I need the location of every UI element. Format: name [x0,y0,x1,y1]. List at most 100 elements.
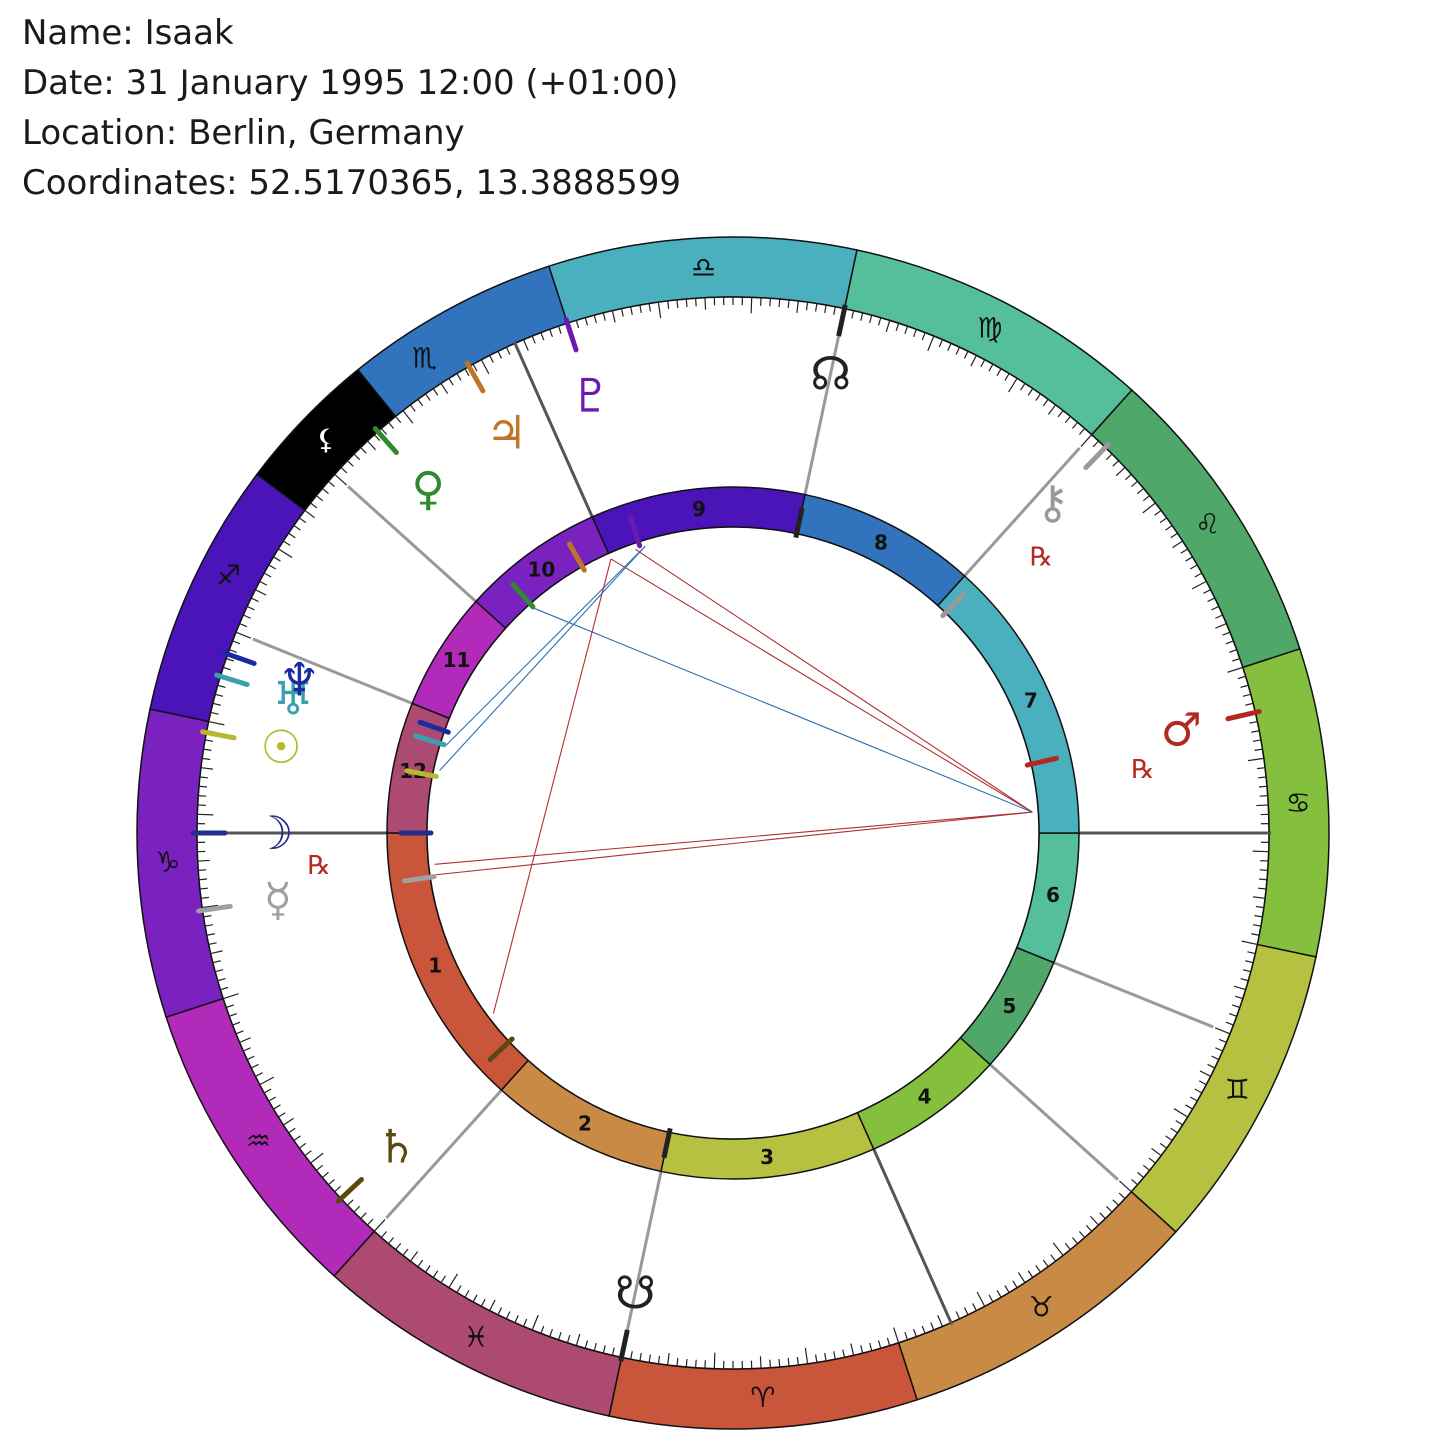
degree-tick [1004,373,1010,381]
degree-tick [1255,905,1264,909]
degree-tick [963,350,969,359]
degree-tick [464,1289,470,1298]
chiron-retrograde-label: ℞ [1030,542,1053,572]
aspect-line [492,558,612,1014]
degree-tick [1240,684,1249,689]
degree-tick [657,1355,661,1364]
degree-tick [1137,488,1144,495]
degree-tick [353,1205,361,1213]
aspect-line [635,548,1033,813]
degree-tick [972,1303,977,1311]
degree-tick [549,329,553,338]
degree-tick [1165,1135,1173,1141]
degree-tick [611,1347,615,1356]
degree-tick [353,453,361,461]
degree-tick [575,1333,581,1346]
degree-tick [996,368,1002,377]
chiron-outer-marker [1083,442,1111,471]
degree-tick [223,993,239,1000]
zodiac-glyph-aries: ♈ [750,1381,775,1414]
degree-tick [1047,404,1057,415]
degree-tick [360,447,367,454]
house-cusp-line-2 [385,1089,503,1219]
degree-tick [239,1037,251,1043]
degree-tick [263,572,272,578]
pluto-inner-marker [627,514,643,549]
house-number-11: 11 [443,648,471,672]
degree-tick [1258,776,1267,779]
degree-tick [804,1347,809,1364]
degree-tick [1027,1270,1034,1278]
house-number-4: 4 [918,1085,932,1109]
degree-tick [937,1315,943,1327]
degree-tick [360,1212,367,1219]
degree-tick [456,373,462,381]
degree-tick [217,977,226,982]
degree-tick [425,1265,431,1273]
degree-tick [1215,623,1227,629]
degree-tick [1232,1004,1240,1009]
degree-tick [1240,977,1249,982]
house-number-3: 3 [760,1145,774,1169]
saturn-icon: ♄ [376,1120,417,1174]
degree-tick [340,467,348,474]
chiron-icon: ⚷ [1036,475,1070,529]
mercury-icon: ☿ [264,872,292,926]
degree-tick [440,383,449,394]
degree-tick [299,517,307,524]
degree-tick [464,368,470,377]
degree-tick [1256,804,1269,807]
degree-tick [704,297,707,310]
degree-tick [988,363,994,372]
degree-tick [235,631,252,639]
south-node-icon: ☋ [615,1266,656,1320]
degree-tick [409,1251,419,1262]
degree-tick [980,359,986,368]
degree-tick [523,1318,528,1327]
degree-tick [440,1275,446,1283]
degree-tick [1194,572,1203,578]
degree-tick [198,878,208,881]
degree-tick [1191,580,1207,590]
degree-tick [1253,896,1266,899]
degree-tick [497,350,503,359]
house-number-5: 5 [1003,994,1017,1018]
coordinates-line: Coordinates: 52.5170365, 13.3888599 [22,163,681,203]
degree-tick [1254,915,1263,918]
degree-tick [1142,502,1156,514]
zodiac-glyph-virgo: ♍ [977,312,1002,345]
degree-tick [1170,532,1178,539]
degree-tick [243,1047,251,1052]
degree-tick [540,1325,545,1334]
degree-tick [215,969,224,973]
aspect-line [445,545,646,746]
aspect-area [426,526,1040,1140]
degree-tick [395,416,402,424]
degree-tick [263,1088,272,1094]
degree-tick [316,1164,324,1171]
degree-tick [1251,730,1260,733]
house-number-8: 8 [874,531,888,555]
degree-tick [220,986,229,991]
degree-tick [489,355,494,363]
degree-tick [250,1063,259,1069]
lilith-icon: ⚸ [316,423,337,456]
venus-inner-marker [510,581,536,610]
degree-tick [373,1219,386,1232]
degree-tick [593,315,597,324]
degree-tick [1242,969,1251,973]
degree-tick [1233,985,1246,991]
degree-tick [229,1013,238,1017]
degree-tick [1207,1063,1216,1069]
degree-tick [930,1322,935,1331]
degree-tick [893,1327,900,1343]
degree-tick [212,960,221,964]
degree-tick [1071,422,1078,429]
degree-tick [198,795,207,797]
degree-tick [695,298,697,307]
degree-tick [1203,589,1211,594]
degree-tick [402,1248,409,1256]
degree-tick [575,320,580,329]
degree-tick [1252,924,1261,927]
degree-tick [1159,517,1167,524]
